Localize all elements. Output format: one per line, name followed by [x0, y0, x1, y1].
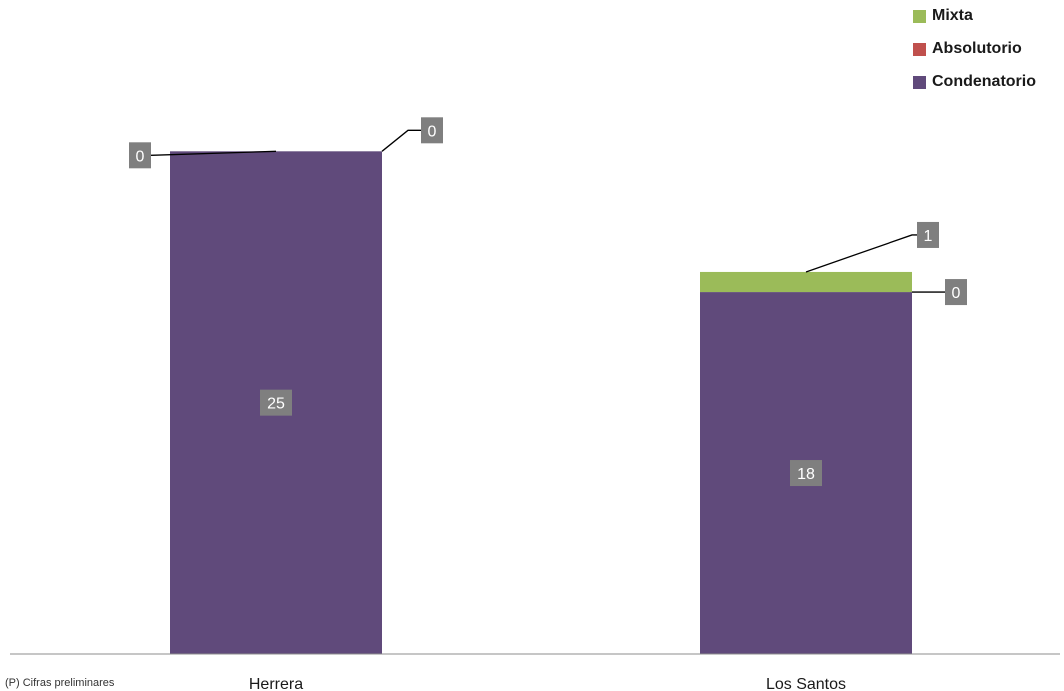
legend-label-condenatorio: Condenatorio [932, 73, 1036, 90]
data-label-absolutorio-los-santos: 0 [952, 285, 961, 302]
legend-swatch-mixta [913, 9, 926, 23]
data-label-mixta-los-santos-box [917, 221, 939, 248]
leader-mixta-herrera [381, 129, 421, 152]
category-label-herrera: Herrera [249, 676, 303, 691]
data-label-absolutorio-herrera-box [129, 142, 151, 169]
data-labels-layer: 25 0 0 18 0 1 [129, 117, 967, 487]
legend-item-mixta: Mixta [913, 6, 1063, 26]
leader-lines-layer [150, 129, 945, 293]
data-label-condenatorio-los-santos-box [790, 460, 822, 487]
leader-mixta-los-santos [805, 234, 917, 273]
legend-swatch-absolutorio [913, 42, 926, 56]
bar-mixta-los-santos [700, 271, 912, 293]
data-label-mixta-los-santos: 1 [924, 228, 933, 245]
legend-label-mixta: Mixta [932, 7, 973, 24]
data-label-mixta-herrera: 0 [428, 123, 437, 140]
footnote: (P) Cifras preliminares [5, 677, 115, 689]
legend: Mixta Absolutorio Condenatorio [913, 6, 1063, 105]
data-label-mixta-herrera-box [421, 117, 443, 144]
data-label-condenatorio-herrera: 25 [267, 396, 285, 413]
data-label-condenatorio-los-santos: 18 [797, 466, 815, 483]
data-label-absolutorio-herrera: 0 [136, 148, 145, 165]
legend-label-absolutorio: Absolutorio [932, 40, 1022, 57]
legend-swatch-condenatorio [913, 75, 926, 89]
category-label-los-santos: Los Santos [766, 676, 846, 691]
legend-item-condenatorio: Condenatorio [913, 72, 1063, 92]
category-labels-layer: Herrera Los Santos [249, 676, 846, 691]
leader-absolutorio-herrera [150, 150, 277, 156]
data-label-absolutorio-los-santos-box [945, 279, 967, 306]
legend-item-absolutorio: Absolutorio [913, 39, 1063, 59]
data-label-condenatorio-herrera-box [260, 389, 292, 416]
